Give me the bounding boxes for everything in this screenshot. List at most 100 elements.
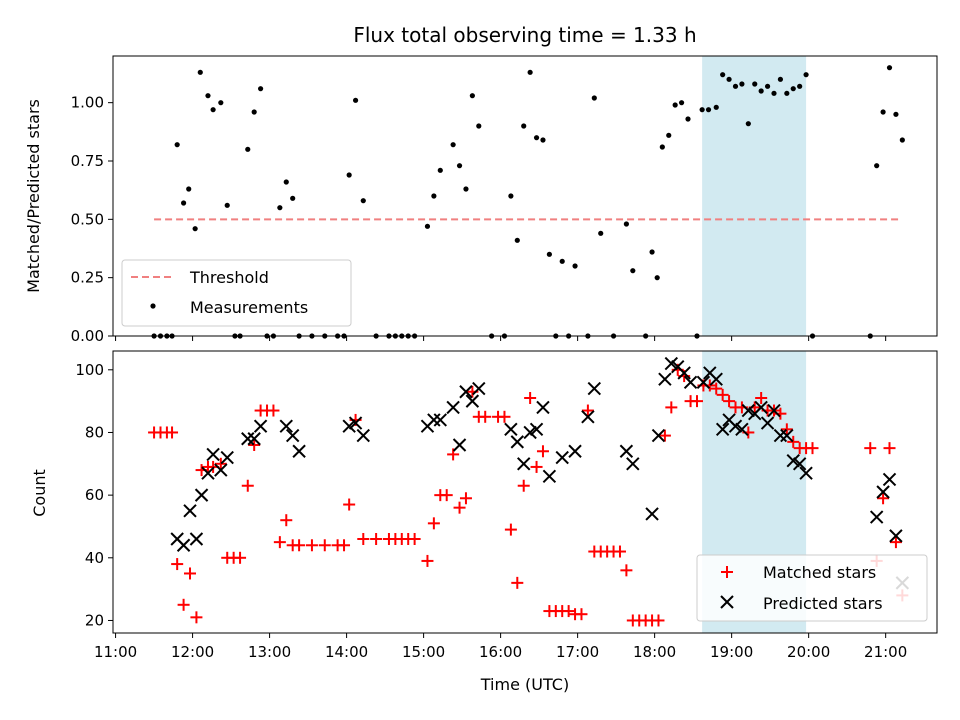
predicted-point	[206, 447, 220, 462]
predicted-point	[555, 450, 569, 465]
measurement-point	[649, 249, 655, 255]
measurement-point	[880, 109, 886, 115]
matched-point	[690, 395, 703, 408]
measurement-point	[623, 221, 629, 227]
matched-point	[755, 392, 768, 404]
predicted-point	[587, 381, 602, 396]
matched-point	[459, 492, 472, 505]
matched-point	[787, 435, 800, 448]
y-tick-label: 80	[85, 423, 104, 441]
predicted-point	[285, 428, 300, 443]
matched-point	[214, 457, 227, 470]
matched-point	[665, 401, 678, 414]
x-tick-label: 19:00	[710, 643, 753, 661]
matched-point	[241, 479, 254, 492]
measurement-point	[224, 202, 230, 208]
predicted-point	[279, 419, 293, 433]
measurement-point	[476, 123, 482, 129]
top-legend-box	[121, 259, 352, 327]
predicted-point	[869, 510, 884, 524]
matched-point	[318, 539, 331, 552]
measurement-point	[437, 167, 443, 173]
x-tick-label: 17:00	[556, 643, 599, 661]
bottom-markers	[148, 356, 910, 627]
measurement-point	[277, 205, 283, 211]
measurement-point	[527, 69, 533, 75]
x-tick-label: 18:00	[633, 643, 676, 661]
measurement-point	[797, 83, 803, 89]
predicted-point	[214, 463, 228, 477]
measurement-point	[726, 76, 732, 82]
predicted-point	[189, 532, 204, 546]
matched-point	[166, 426, 179, 439]
predicted-point	[536, 400, 550, 415]
measurement-point	[174, 142, 180, 148]
measurement-point	[630, 268, 636, 274]
measurement-point	[672, 102, 678, 108]
predicted-point	[792, 457, 807, 471]
top-shaded-span	[702, 56, 807, 336]
measurement-point	[456, 163, 463, 169]
measurement-point	[346, 172, 352, 178]
matched-point	[293, 539, 306, 552]
measurement-point	[218, 100, 224, 106]
top-x-ticks	[115, 336, 887, 341]
predicted-point	[342, 419, 356, 433]
matched-point	[620, 564, 633, 577]
measurement-point	[886, 65, 893, 71]
measurement-point	[210, 107, 216, 113]
matched-point	[536, 445, 549, 458]
matched-point	[877, 492, 890, 505]
predicted-point	[452, 438, 467, 452]
measurement-point	[771, 90, 777, 96]
matched-point	[184, 567, 197, 580]
measurement-point	[559, 258, 565, 264]
measurement-point	[699, 107, 705, 113]
predicted-point	[568, 444, 582, 458]
measurement-point	[463, 186, 469, 192]
matched-point	[716, 388, 729, 401]
bottom-y-axis: 20 40 60 80 100	[75, 361, 113, 629]
measurement-point	[745, 121, 751, 127]
measurement-point	[790, 86, 796, 92]
predicted-point	[754, 400, 768, 415]
measurement-point	[431, 193, 437, 199]
legend-measurements-label: Measurements	[190, 298, 308, 317]
matched-point	[370, 533, 383, 545]
measurement-point	[705, 107, 712, 113]
measurement-point	[720, 72, 726, 78]
predicted-point	[542, 469, 557, 484]
predicted-point	[523, 425, 537, 440]
predicted-point	[427, 413, 441, 427]
measurement-point	[752, 81, 758, 87]
predicted-point	[529, 422, 544, 437]
measurement-point	[197, 69, 203, 75]
measurement-point	[290, 195, 296, 201]
predicted-point	[773, 428, 788, 443]
y-tick-label: 0.25	[71, 269, 104, 287]
matched-point	[524, 392, 537, 404]
predicted-point	[715, 422, 730, 437]
matched-point	[171, 558, 184, 571]
measurement-point	[666, 132, 672, 138]
predicted-point	[651, 428, 666, 443]
measurement-point	[546, 251, 552, 257]
predicted-point	[183, 504, 197, 518]
bottom-legend: Matched stars Predicted stars	[696, 554, 928, 622]
x-tick-label: 16:00	[479, 643, 522, 661]
matched-point	[530, 460, 543, 473]
measurement-point	[245, 146, 251, 152]
measurement-point	[205, 93, 211, 99]
predicted-point	[619, 444, 634, 458]
x-tick-label: 14:00	[325, 643, 368, 661]
matched-point	[248, 439, 261, 451]
predicted-point	[176, 538, 191, 552]
measurement-point	[732, 83, 739, 89]
measurement-point	[874, 163, 880, 169]
measurement-point	[764, 83, 771, 89]
predicted-point	[581, 410, 595, 424]
predicted-point	[201, 466, 215, 480]
matched-point	[421, 554, 434, 567]
measurement-point	[659, 144, 665, 150]
matched-point	[710, 382, 723, 395]
